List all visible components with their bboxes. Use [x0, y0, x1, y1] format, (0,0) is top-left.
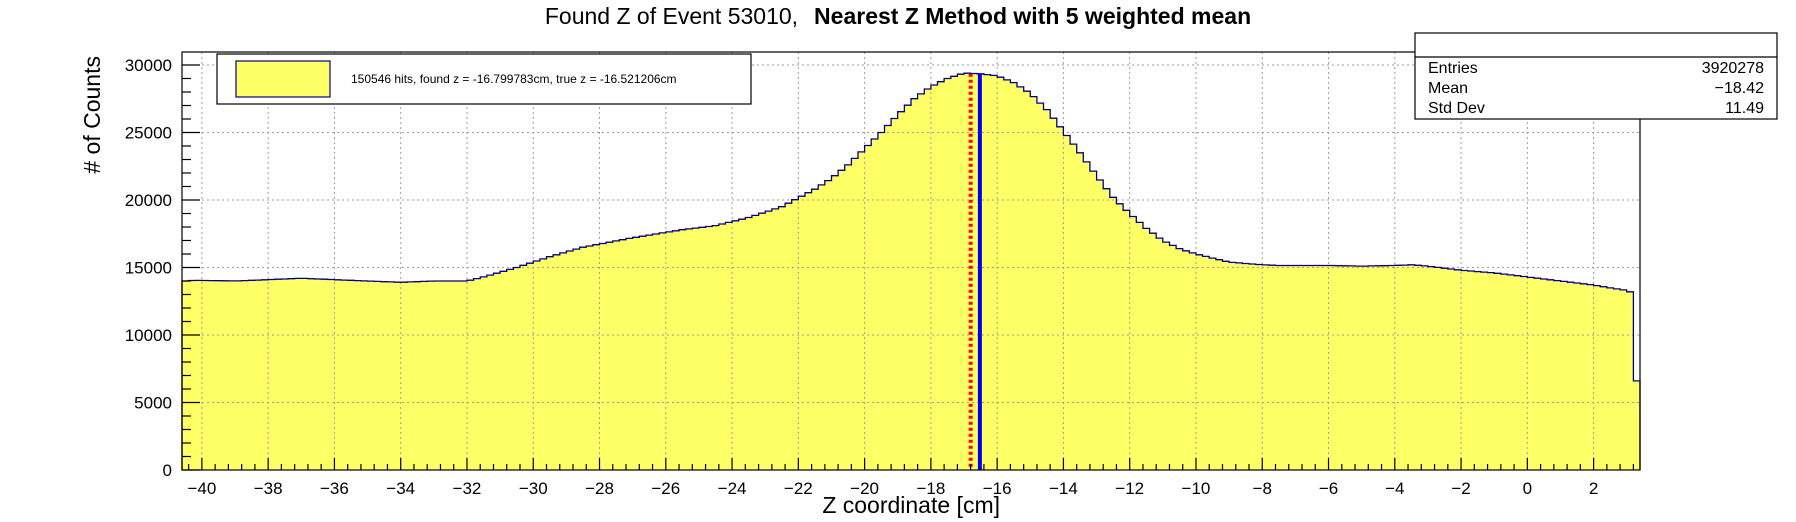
plot-frame [181, 51, 1641, 471]
y-tick-label: 10000 [125, 326, 172, 345]
x-tick-label: −30 [519, 479, 548, 498]
x-tick-label: −22 [784, 479, 813, 498]
x-tick-label: −34 [386, 479, 415, 498]
x-tick-label: −28 [585, 479, 614, 498]
y-axis-title: # of Counts [79, 56, 105, 174]
x-tick-label: −8 [1253, 479, 1272, 498]
y-tick-label: 30000 [125, 56, 172, 75]
stats-entries-value: 3920278 [1702, 60, 1764, 77]
x-tick-label: 2 [1589, 479, 1598, 498]
x-tick-label: −4 [1385, 479, 1404, 498]
stats-entries-label: Entries [1428, 60, 1478, 77]
legend: 150546 hits, found z = -16.799783cm, tru… [216, 53, 752, 105]
x-tick-label: −36 [320, 479, 349, 498]
x-tick-label: −6 [1319, 479, 1338, 498]
x-tick-label: −18 [916, 479, 945, 498]
y-tick-label: 20000 [125, 191, 172, 210]
x-tick-label: −40 [187, 479, 216, 498]
x-tick-label: −14 [1049, 479, 1078, 498]
histogram-fill [182, 73, 1640, 470]
stats-std-label: Std Dev [1428, 100, 1485, 117]
y-axis-tick-labels: 0 5000 10000 15000 20000 25000 30000 [125, 56, 172, 480]
x-tick-label: −12 [1115, 479, 1144, 498]
stats-std-value: 11.49 [1725, 100, 1764, 117]
legend-entry: 150546 hits, found z = -16.799783cm, tru… [351, 72, 677, 86]
stats-mean-value: −18.42 [1715, 80, 1764, 97]
x-tick-label: 0 [1523, 479, 1532, 498]
x-tick-label: −20 [850, 479, 879, 498]
x-axis-tick-labels: −40 −38 −36 −34 −32 −30 −28 −26 −24 −22 −20 −18 −16−… [187, 479, 1598, 498]
axis-ticks [182, 64, 1634, 471]
x-tick-label: −10 [1182, 479, 1211, 498]
stats-box-frame [1414, 32, 1778, 120]
chart-title: Found Z of Event 53010, Nearest Z Method … [545, 3, 1251, 29]
chart-title-method: Nearest Z Method with 5 weighted mean [814, 3, 1251, 29]
x-tick-label: −38 [254, 479, 283, 498]
x-tick-label: −16 [983, 479, 1012, 498]
legend-swatch [235, 60, 331, 98]
x-tick-label: −26 [651, 479, 680, 498]
histogram-outline [181, 72, 1641, 470]
chart-title-prefix: Found Z of Event 53010, [545, 3, 798, 29]
x-tick-label: −32 [453, 479, 482, 498]
y-tick-label: 25000 [125, 124, 172, 143]
z-markers [968, 73, 982, 470]
x-tick-label: −24 [718, 479, 747, 498]
x-tick-label: −2 [1451, 479, 1470, 498]
y-tick-label: 5000 [134, 394, 172, 413]
y-tick-label: 0 [163, 461, 172, 480]
y-tick-label: 15000 [125, 259, 172, 278]
stats-mean-label: Mean [1428, 80, 1468, 97]
stats-box: Entries 3920278 Mean −18.42 Std Dev 11.4… [1414, 32, 1778, 120]
grid-lines [182, 52, 1640, 470]
x-axis-title: Z coordinate [cm] [822, 492, 1000, 518]
